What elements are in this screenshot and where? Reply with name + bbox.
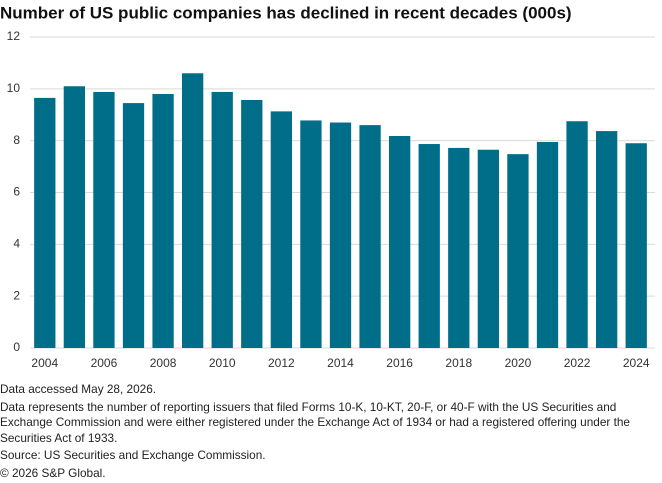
- note: Source: US Securities and Exchange Commi…: [0, 448, 266, 462]
- bar: [418, 144, 440, 348]
- note: Data represents the number of reporting …: [0, 399, 630, 445]
- x-tick-label: 2010: [209, 356, 236, 370]
- x-tick-label: 2018: [445, 356, 472, 370]
- bar: [93, 91, 115, 349]
- y-tick-label: 6: [13, 185, 20, 199]
- bar: [595, 131, 618, 348]
- chart-title: Number of US public companies has declin…: [0, 3, 572, 22]
- y-tick-label: 2: [13, 288, 20, 302]
- x-tick-label: 2004: [31, 356, 58, 370]
- x-tick-label: 2014: [327, 356, 354, 370]
- note: © 2026 S&P Global.: [0, 465, 106, 480]
- x-tick-label: 2006: [91, 356, 118, 370]
- x-tick-label: 2022: [564, 356, 591, 370]
- bar: [536, 141, 559, 348]
- bar: [181, 73, 204, 349]
- bar: [34, 97, 56, 348]
- chart: Number of US public companies has declin…: [0, 3, 655, 370]
- bar: [625, 143, 647, 348]
- bar: [63, 86, 86, 348]
- bar: [388, 136, 411, 348]
- bar: [448, 147, 470, 348]
- x-tick-label: 2008: [150, 356, 177, 370]
- bar: [359, 125, 381, 348]
- bar: [477, 149, 500, 348]
- bar: [152, 94, 174, 349]
- notes: Data accessed May 28, 2026. Data represen…: [0, 382, 656, 483]
- y-tick-label: 10: [7, 81, 21, 95]
- bar: [211, 91, 233, 349]
- bar: [241, 99, 263, 348]
- y-tick-label: 4: [13, 237, 20, 251]
- x-tick-label: 2024: [623, 356, 650, 370]
- y-tick-label: 0: [13, 340, 20, 354]
- x-tick-label: 2016: [386, 356, 413, 370]
- bar: [270, 111, 293, 349]
- y-tick-label: 8: [13, 133, 20, 147]
- bar: [122, 103, 145, 349]
- note: Data accessed May 28, 2026.: [0, 382, 157, 396]
- x-tick-label: 2020: [505, 356, 532, 370]
- bar: [329, 122, 352, 349]
- bar: [507, 154, 529, 348]
- bar: [300, 120, 322, 349]
- x-tick-label: 2012: [268, 356, 295, 370]
- y-tick-label: 12: [7, 29, 21, 43]
- bar: [566, 121, 588, 349]
